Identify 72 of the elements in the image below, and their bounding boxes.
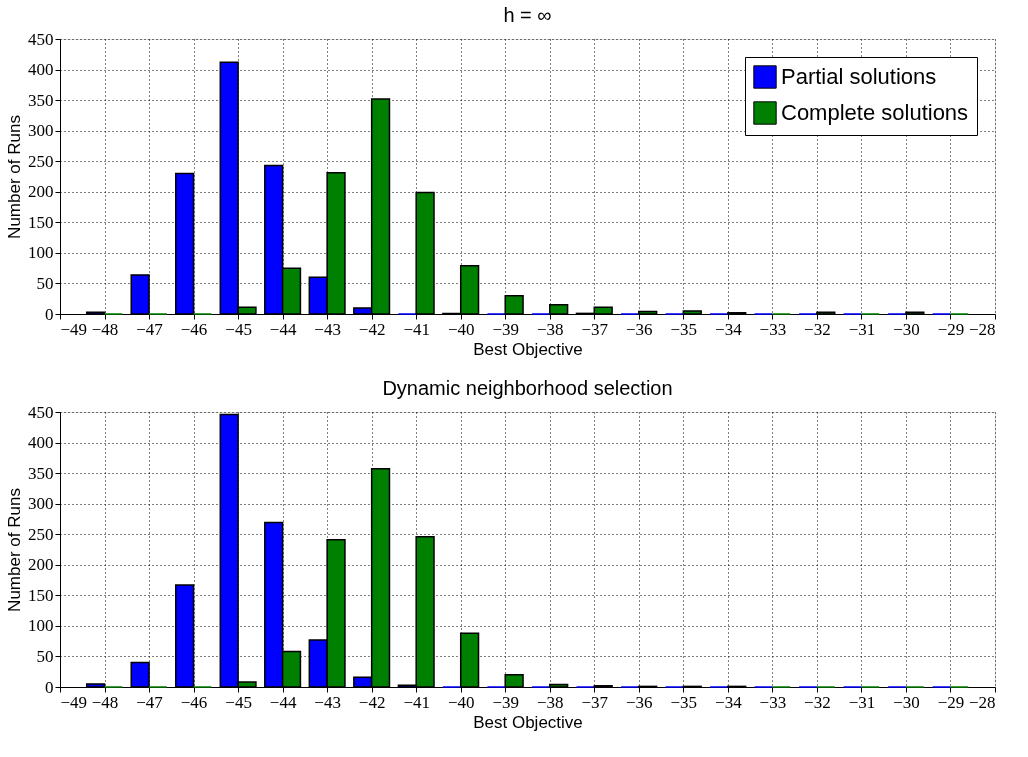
y-tick-label: 300 [28, 494, 54, 514]
y-tick-label: 0 [45, 304, 54, 324]
y-tick-label: 350 [28, 463, 54, 483]
y-tick-label: 0 [45, 677, 54, 697]
x-tick-label: −44 [269, 319, 297, 339]
y-tick-label: 300 [28, 121, 54, 141]
y-axis-title: Number of Runs [5, 488, 24, 612]
x-tick-label: −35 [670, 692, 698, 712]
y-tick-label: 100 [28, 616, 54, 636]
x-tick-label: −44 [269, 692, 297, 712]
y-tick-label: 400 [28, 60, 54, 80]
x-tick-label: −48 [91, 692, 119, 712]
x-tick-label: −47 [136, 319, 164, 339]
x-tick-label: −37 [581, 319, 609, 339]
x-tick-label: −49 [60, 319, 88, 339]
x-tick-label: −36 [626, 319, 653, 339]
y-axis-title: Number of Runs [5, 115, 24, 239]
x-tick-label: −34 [715, 319, 743, 339]
x-tick-label: −30 [893, 319, 920, 339]
x-tick-label: −39 [492, 319, 520, 339]
x-tick-label: −31 [848, 692, 876, 712]
x-tick-label: −28 [968, 319, 996, 339]
x-tick-label: −33 [759, 692, 787, 712]
x-tick-label: −47 [136, 692, 164, 712]
x-tick-label: −46 [180, 319, 208, 339]
x-tick-label: −45 [225, 319, 252, 339]
x-tick-label: −31 [848, 319, 876, 339]
x-tick-label: −32 [804, 319, 831, 339]
x-tick-label: −43 [314, 319, 341, 339]
x-tick-label: −38 [536, 692, 564, 712]
y-tick-label: 150 [28, 212, 54, 232]
x-tick-label: −30 [893, 692, 920, 712]
x-tick-label: −46 [180, 692, 208, 712]
x-tick-label: −33 [759, 319, 787, 339]
x-tick-label: −35 [670, 319, 698, 339]
x-tick-label: −43 [314, 692, 341, 712]
y-tick-label: 250 [28, 524, 54, 544]
x-tick-label: −28 [968, 692, 996, 712]
x-tick-label: −36 [626, 692, 653, 712]
x-tick-label: −37 [581, 692, 609, 712]
y-tick-label: 150 [28, 585, 54, 605]
y-tick-label: 450 [28, 402, 54, 422]
x-tick-label: −49 [60, 692, 88, 712]
y-tick-label: 50 [36, 273, 54, 293]
x-tick-label: −40 [447, 692, 475, 712]
y-tick-label: 250 [28, 151, 54, 171]
chart-title: h = ∞ [503, 4, 552, 26]
x-tick-label: −48 [91, 319, 119, 339]
x-tick-label: −40 [447, 319, 475, 339]
y-tick-label: 400 [28, 433, 54, 453]
x-tick-label: −42 [358, 319, 386, 339]
legend-label: Complete solutions [781, 100, 969, 125]
x-tick-label: −39 [492, 692, 520, 712]
y-tick-label: 450 [28, 29, 54, 49]
y-tick-label: 350 [28, 90, 54, 110]
x-tick-label: −41 [403, 319, 430, 339]
legend-label: Partial solutions [781, 64, 937, 89]
x-tick-label: −32 [804, 692, 831, 712]
x-tick-label: −29 [937, 692, 965, 712]
y-tick-label: 50 [36, 646, 54, 666]
y-tick-label: 200 [28, 555, 54, 575]
y-tick-label: 100 [28, 243, 54, 263]
x-tick-label: −34 [715, 692, 743, 712]
x-tick-label: −45 [225, 692, 252, 712]
x-tick-label: −41 [403, 692, 430, 712]
y-tick-label: 200 [28, 182, 54, 202]
x-axis-title: Best Objective [473, 339, 583, 359]
x-tick-label: −38 [536, 319, 564, 339]
x-axis-title: Best Objective [473, 712, 583, 732]
x-tick-label: −42 [358, 692, 386, 712]
chart-title: Dynamic neighborhood selection [382, 377, 673, 399]
x-tick-label: −29 [937, 319, 965, 339]
